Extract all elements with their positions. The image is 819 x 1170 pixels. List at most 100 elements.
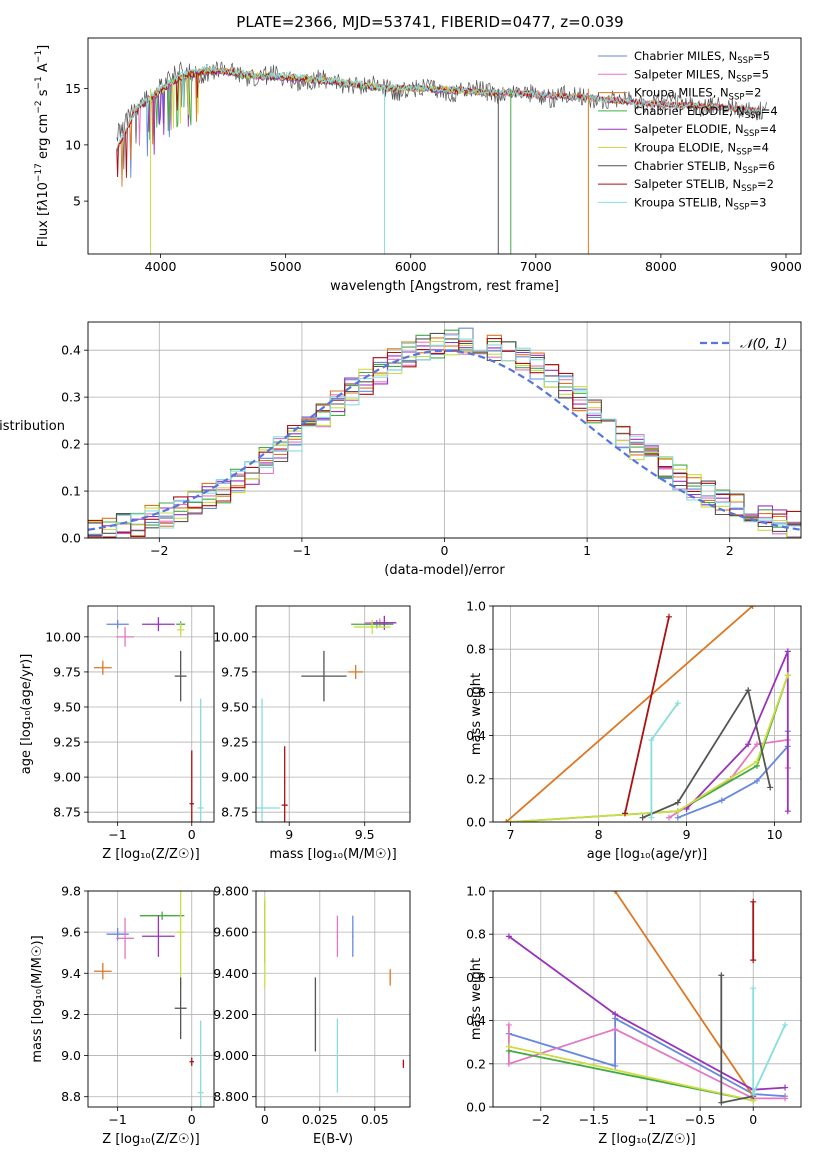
mass-weight-z-marker: [505, 1060, 512, 1067]
mass-weight-age-marker: [666, 613, 672, 620]
y-tick-label: 9.75: [221, 664, 249, 679]
y-tick-label: 9.400: [213, 966, 249, 981]
mass-weight-age-marker: [784, 648, 791, 655]
x-tick-label: −1: [293, 543, 311, 558]
mass-weight-age-line-5: [510, 674, 789, 822]
y-tick-label: 9.50: [221, 699, 249, 714]
age-mass-panel-plot: [256, 615, 397, 822]
mass-weight-age-panel-plot: [503, 606, 791, 822]
mass-weight-z-line-8: [752, 988, 786, 1095]
x-axis-label: E(B-V): [313, 1132, 353, 1147]
x-tick-label: 6000: [395, 259, 427, 274]
y-axis-label: age [log₁₀(age/yr)]: [19, 654, 34, 775]
y-axis-label: mass weight: [469, 958, 484, 1040]
x-tick-label: 7: [507, 827, 515, 842]
legend-entry: Salpeter ELODIE, NSSP=4: [634, 122, 777, 139]
y-tick-label: 9.25: [53, 735, 81, 750]
y-tick-label: 0.2: [466, 1056, 486, 1071]
y-tick-label: 0.1: [61, 484, 81, 499]
mass-weight-z-marker: [750, 985, 757, 992]
mass-weight-age-line-2: [505, 606, 754, 822]
y-tick-label: 9.000: [213, 1048, 249, 1063]
y-tick-label: 1.0: [466, 884, 486, 899]
age-mass-panel-frame: [255, 605, 411, 823]
x-tick-label: −1: [108, 827, 126, 842]
mass-weight-age-marker: [648, 736, 655, 743]
y-tick-label: 10: [65, 137, 81, 152]
histogram-step-5: [88, 341, 801, 538]
spectrum-panel-frame: [87, 37, 802, 255]
age-metallicity-panel-plot: [93, 617, 204, 822]
histogram-step-7: [88, 338, 801, 538]
mass-weight-age-marker: [745, 687, 752, 694]
x-tick-label: 5000: [270, 259, 302, 274]
mass-weight-age-marker: [745, 741, 752, 748]
x-tick-label: 0: [261, 1112, 269, 1127]
x-tick-label: 0.025: [302, 1112, 338, 1127]
mass-weight-age-marker: [767, 784, 774, 791]
y-tick-label: 0.6: [466, 685, 486, 700]
x-axis-label: age [log₁₀(age/yr)]: [587, 847, 708, 862]
mass-weight-z-marker: [718, 972, 725, 979]
mass-weight-age-panel-frame: [492, 605, 802, 823]
spectrum-line-8: [116, 64, 761, 148]
x-tick-label: −1.5: [579, 1112, 609, 1127]
x-tick-label: 0: [749, 1112, 757, 1127]
legend-entry: Kroupa STELIB, NSSP=3: [634, 195, 766, 212]
y-axis-label: Flux [fλ10−17 erg cm−2 s−1 A−1]: [34, 45, 51, 247]
y-tick-label: 0.8: [466, 927, 486, 942]
mass-weight-z-panel: −2 −1.5 −1 −0.5 0 0.0 0.2 0.4 0.6 0.8 1.0 Z [log₁₀(…: [466, 884, 802, 1147]
x-tick-label: 0: [188, 827, 196, 842]
y-axis-label: mass [log₁₀(M/M☉)]: [30, 935, 45, 1062]
mass-weight-z-marker: [750, 898, 757, 905]
x-tick-label: −2: [532, 1112, 550, 1127]
mass-weight-age-marker: [622, 810, 628, 817]
mass-weight-age-line-4: [685, 651, 789, 812]
mass-extinction-panel-frame: [255, 890, 411, 1108]
mass-weight-age-marker: [718, 797, 725, 804]
y-tick-label: 9.0: [61, 1048, 81, 1063]
mass-metallicity-panel-plot: [93, 891, 204, 1107]
mass-weight-age-marker: [683, 806, 690, 813]
mass-weight-z-marker: [750, 1091, 757, 1098]
y-axis-label: Normed distribution: [0, 419, 65, 434]
mass-weight-z-marker: [750, 957, 757, 964]
y-tick-label: 0.6: [466, 970, 486, 985]
mass-weight-age-marker: [639, 814, 646, 821]
mass-weight-age-marker: [666, 814, 672, 821]
y-tick-label: 9.200: [213, 1007, 249, 1022]
mass-weight-age-marker: [754, 777, 760, 784]
mass-weight-age-line-7: [624, 616, 670, 814]
x-tick-label: 7000: [520, 259, 552, 274]
mass-weight-age-panel: 7 8 9 10 0.0 0.2 0.4 0.6 0.8 1.0 age [log₁₀(age/yr…: [466, 599, 802, 862]
mass-weight-age-marker: [754, 758, 760, 765]
mass-weight-z-panel-plot: [505, 891, 789, 1106]
spectrum-panel: 4000 5000 6000 7000 8000 9000 5 10 15 wavelength …: [34, 37, 802, 294]
age-metallicity-panel: −1 0 8.75 9.00 9.25 9.50 9.75 10.00 Z [log₁₀(Z/Z…: [19, 605, 215, 862]
mass-weight-age-marker: [754, 741, 760, 748]
x-axis-label: Z [log₁₀(Z/Z☉)]: [102, 1132, 199, 1147]
y-tick-label: 0.2: [61, 437, 81, 452]
x-tick-label: 9000: [770, 259, 802, 274]
y-tick-label: 9.25: [221, 735, 249, 750]
x-tick-label: 8000: [645, 259, 677, 274]
mass-weight-z-marker: [718, 1099, 725, 1106]
legend-entry: Chabrier STELIB, NSSP=6: [634, 159, 775, 176]
mass-metallicity-panel: −1 0 8.8 9.0 9.2 9.4 9.6 9.8 Z [log₁₀(Z/Z☉)] mass…: [30, 884, 215, 1147]
x-tick-label: 8: [595, 827, 603, 842]
mass-weight-z-marker: [782, 1021, 789, 1028]
x-tick-label: 9: [683, 827, 691, 842]
x-tick-label: 0.05: [361, 1112, 389, 1127]
x-tick-label: 4000: [145, 259, 177, 274]
mass-weight-age-marker: [674, 700, 681, 707]
residual-histogram-panel: −2 −1 0 1 2 0.0 0.1 0.2 0.3 0.4 (data-model)/error…: [0, 321, 802, 578]
y-tick-label: 9.800: [213, 884, 249, 899]
mass-weight-age-marker: [749, 606, 756, 609]
mass-weight-age-marker: [674, 814, 681, 821]
mass-weight-age-marker: [503, 819, 510, 822]
x-axis-label: Z [log₁₀(Z/Z☉)]: [102, 847, 199, 862]
y-tick-label: 0.2: [466, 771, 486, 786]
mass-weight-age-marker: [648, 814, 655, 821]
mass-metallicity-panel-frame: [87, 890, 215, 1108]
y-axis-label: mass weight: [469, 673, 484, 755]
